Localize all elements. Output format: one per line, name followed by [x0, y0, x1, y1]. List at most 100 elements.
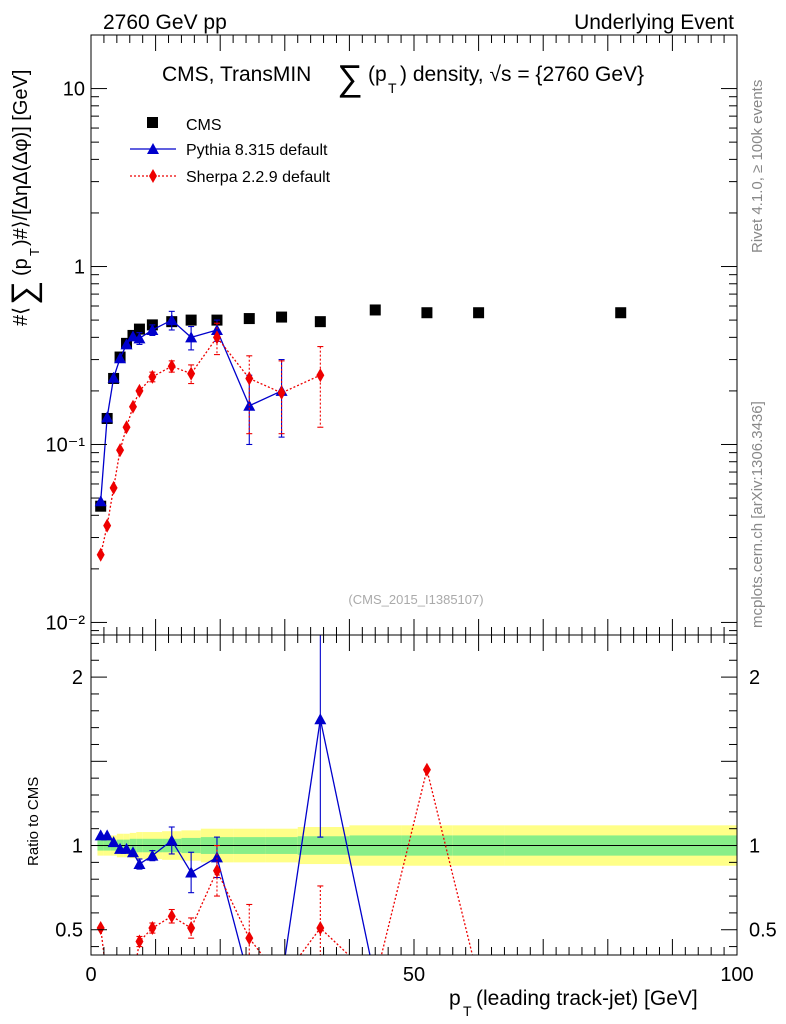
ratio-frame — [90, 634, 738, 956]
ratio-pythia-point — [146, 849, 159, 861]
main-cms-point — [615, 307, 627, 319]
mcplots-label: mcplots.cern.ch [arXiv:1306.3436] — [749, 401, 766, 628]
ylabel-pt-sub: T — [27, 248, 42, 256]
main-pythia-point — [120, 338, 133, 350]
main-sherpa-point — [167, 359, 176, 374]
main-sherpa-point — [245, 371, 254, 386]
xlabel-rest: (leading track-jet) [GeV] — [476, 987, 698, 1010]
ratio-pythia-point — [133, 858, 146, 870]
ratio-ytick-label-right: 0.5 — [749, 920, 777, 942]
ratio-sherpa-point — [422, 762, 431, 777]
legend-sherpa-marker — [149, 169, 157, 183]
ratio-pythia-point — [185, 866, 198, 878]
ratio-ytick-label-right: 2 — [749, 667, 760, 689]
main-cms-point — [185, 314, 197, 326]
title-suffix: ) density, √s = {2760 GeV} — [400, 63, 644, 86]
main-pythia-point — [133, 332, 146, 344]
ratio-ytick-label-right: 1 — [749, 836, 760, 858]
ratio-ytick-label: 0.5 — [55, 920, 83, 942]
main-cms-point — [314, 316, 326, 328]
ratio-sherpa-point — [212, 863, 221, 878]
ylabel-sum-symbol: ∑ — [5, 281, 43, 305]
ratio-sherpa-point — [245, 931, 254, 946]
main-sherpa-point — [187, 366, 196, 381]
main-cms-point — [133, 323, 145, 335]
main-cms-point — [473, 307, 485, 319]
main-sherpa-point — [277, 385, 286, 400]
header-right: Underlying Event — [574, 11, 734, 34]
legend-sherpa-label: Sherpa 2.2.9 default — [186, 169, 331, 186]
ratio-pythia-point — [120, 842, 133, 854]
ratio-sherpa-point — [148, 921, 157, 936]
legend-cms-marker — [147, 117, 158, 128]
ratio-panel: 0 50 100 0.5 0.5 1 1 2 2 — [55, 634, 777, 986]
legend-pythia-marker — [147, 143, 159, 154]
legend: CMS Pythia 8.315 default Sherpa 2.2.9 de… — [130, 117, 331, 186]
rivet-label: Rivet 4.1.0, ≥ 100k events — [749, 80, 766, 253]
main-ylabel: #⟨ ∑ (p T )#⟩/[ΔηΔ(Δφ)] [GeV] — [5, 70, 43, 326]
xlabel: p T (leading track-jet) [GeV] — [449, 987, 698, 1019]
ratio-xtick-label: 0 — [85, 964, 96, 986]
main-sherpa-point — [148, 369, 157, 384]
ratio-sherpa-point — [187, 921, 196, 936]
main-cms-point — [421, 307, 433, 319]
main-sherpa-line — [100, 336, 321, 555]
ratio-pythia-point — [107, 836, 120, 848]
ratio-pythia-point — [210, 851, 223, 863]
ratio-sherpa-line — [100, 769, 474, 955]
main-sherpa-point — [109, 480, 118, 495]
ratio-xtick-label: 100 — [720, 964, 753, 986]
main-sherpa-point — [122, 420, 131, 435]
main-sherpa-point — [103, 518, 112, 533]
ylabel-suffix: )#⟩/[ΔηΔ(Δφ)] [GeV] — [10, 70, 32, 246]
main-pythia-point — [101, 411, 114, 423]
ratio-pythia-point — [126, 846, 139, 858]
header-left: 2760 GeV pp — [103, 11, 227, 34]
main-cms-point — [276, 311, 288, 323]
main-ytick-label: 1 — [74, 257, 85, 279]
main-sherpa-point — [116, 443, 125, 458]
main-ytick-label: 10⁻¹ — [46, 434, 86, 456]
ratio-sherpa-point — [96, 921, 105, 936]
main-sherpa-point — [212, 330, 221, 345]
main-pythia-point — [210, 323, 223, 335]
ratio-xtick-label: 50 — [403, 964, 425, 986]
title-pt-sub: T — [388, 80, 397, 96]
ratio-ytick-label: 1 — [72, 836, 83, 858]
main-panel: 10 1 10⁻¹ 10⁻² CMS, TransMIN ∑ (p T ) densi… — [46, 34, 738, 636]
main-cms-point — [243, 313, 255, 325]
title-prefix: CMS, TransMIN — [162, 63, 311, 86]
ratio-pythia-point — [101, 829, 114, 841]
ratio-pythia-point — [314, 713, 327, 725]
main-sherpa-point — [135, 383, 144, 398]
ylabel-pt: (p — [10, 258, 32, 276]
ratio-sherpa-point — [135, 934, 144, 949]
xlabel-p: p — [449, 987, 461, 1010]
main-sherpa-point — [316, 368, 325, 383]
main-pythia-point — [114, 352, 127, 364]
main-pythia-point — [107, 371, 120, 383]
main-sherpa-point — [128, 399, 137, 414]
main-ytick-label: 10 — [63, 79, 85, 101]
legend-pythia-label: Pythia 8.315 default — [186, 142, 328, 159]
main-pythia-point — [185, 331, 198, 343]
title-pt: (p — [368, 63, 387, 86]
ratio-pythia-point — [165, 834, 178, 846]
title-sum-symbol: ∑ — [337, 57, 363, 98]
main-pythia-point — [146, 323, 159, 335]
main-sherpa-point — [96, 547, 105, 562]
main-pythia-point — [94, 495, 107, 507]
main-ytick-label: 10⁻² — [46, 612, 86, 634]
main-pythia-point — [165, 314, 178, 326]
main-cms-point — [369, 304, 381, 316]
main-title: CMS, TransMIN ∑ (p T ) density, √s = {27… — [162, 57, 644, 98]
main-pythia-point — [126, 330, 139, 342]
ratio-ytick-label: 2 — [72, 667, 83, 689]
watermark: (CMS_2015_I1385107) — [348, 592, 483, 607]
ylabel-prefix: #⟨ — [10, 307, 32, 326]
legend-cms-label: CMS — [186, 117, 222, 134]
ratio-sherpa-point — [316, 921, 325, 936]
ratio-sherpa-point — [167, 909, 176, 924]
ratio-ylabel: Ratio to CMS — [25, 777, 42, 866]
